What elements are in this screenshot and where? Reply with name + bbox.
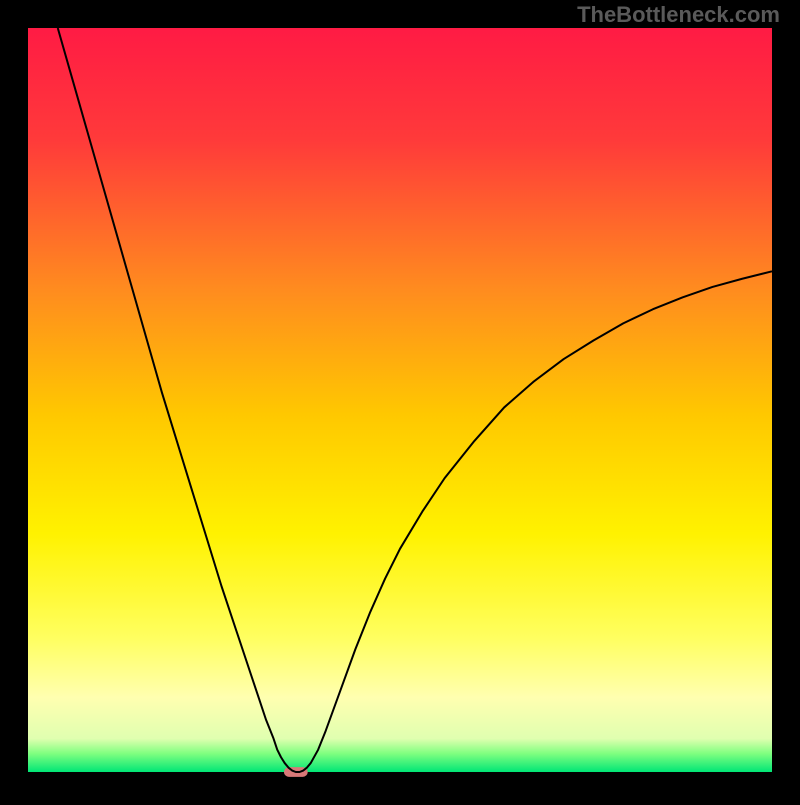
watermark-text: TheBottleneck.com bbox=[577, 2, 780, 28]
bottleneck-chart bbox=[0, 0, 800, 800]
chart-svg bbox=[0, 0, 800, 800]
